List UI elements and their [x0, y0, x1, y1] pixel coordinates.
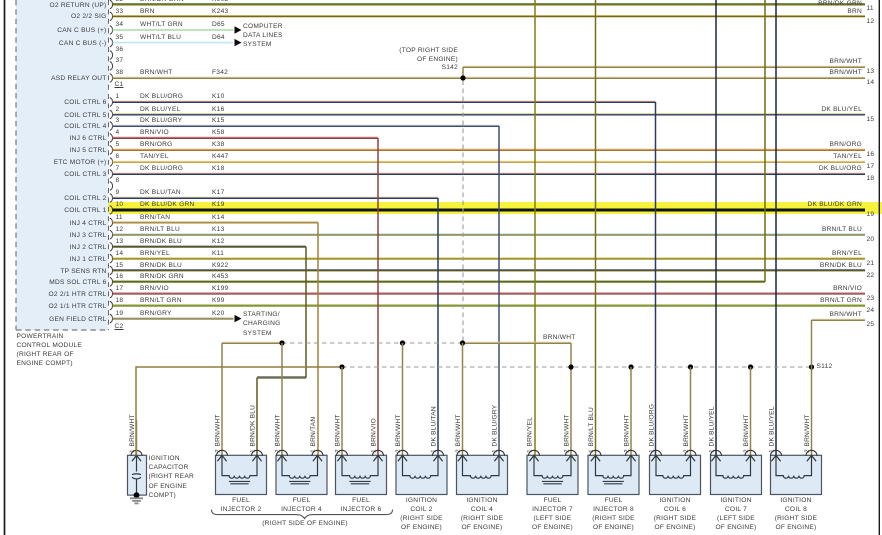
- svg-text:2: 2: [215, 449, 221, 453]
- svg-text:BRN/WHT: BRN/WHT: [683, 414, 690, 446]
- svg-text:2: 2: [456, 449, 462, 453]
- svg-text:BRN/WHT: BRN/WHT: [334, 414, 341, 446]
- svg-text:BRN/LT BLU: BRN/LT BLU: [588, 407, 595, 447]
- svg-text:1: 1: [492, 449, 498, 453]
- svg-text:DK BLU/YEL: DK BLU/YEL: [768, 406, 775, 446]
- svg-text:BRN/WHT: BRN/WHT: [129, 414, 136, 446]
- svg-text:BRN/WHT: BRN/WHT: [395, 414, 402, 446]
- svg-text:2: 2: [744, 449, 750, 453]
- svg-text:2: 2: [396, 449, 402, 453]
- svg-text:1: 1: [769, 449, 775, 453]
- svg-text:BRN/WHT: BRN/WHT: [274, 414, 281, 446]
- svg-text:1: 1: [527, 449, 533, 453]
- svg-text:BRN/WHT: BRN/WHT: [455, 414, 462, 446]
- svg-text:BRN/WHT: BRN/WHT: [563, 414, 570, 446]
- svg-text:1: 1: [431, 449, 437, 453]
- svg-text:2: 2: [335, 449, 341, 453]
- svg-text:2: 2: [624, 449, 630, 453]
- svg-text:DK BLU/GRY: DK BLU/GRY: [491, 404, 498, 446]
- svg-text:2: 2: [684, 449, 690, 453]
- svg-text:BRN/WHT: BRN/WHT: [804, 414, 811, 446]
- svg-text:DK BLU/TAN: DK BLU/TAN: [430, 406, 437, 446]
- svg-text:1: 1: [709, 449, 715, 453]
- svg-text:BRN/WHT: BRN/WHT: [214, 414, 221, 446]
- svg-text:DK BLU/YEL: DK BLU/YEL: [708, 406, 715, 446]
- svg-text:1: 1: [649, 449, 655, 453]
- svg-text:BRN/DK BLU: BRN/DK BLU: [249, 405, 256, 447]
- svg-text:BRN/TAN: BRN/TAN: [310, 417, 317, 447]
- svg-text:1: 1: [250, 449, 256, 453]
- svg-text:BRN/WHT: BRN/WHT: [623, 414, 630, 446]
- svg-text:1: 1: [589, 449, 595, 453]
- svg-text:1: 1: [371, 449, 377, 453]
- svg-text:2: 2: [564, 449, 570, 453]
- svg-text:DK BLU/ORG: DK BLU/ORG: [648, 404, 655, 447]
- svg-text:2: 2: [275, 449, 281, 453]
- svg-text:1: 1: [311, 449, 317, 453]
- svg-text:2: 2: [805, 449, 811, 453]
- svg-text:1: 1: [130, 449, 136, 453]
- svg-text:BRN/WHT: BRN/WHT: [743, 414, 750, 446]
- svg-text:BRN/YEL: BRN/YEL: [526, 417, 533, 447]
- svg-text:BRN/VIO: BRN/VIO: [370, 418, 377, 447]
